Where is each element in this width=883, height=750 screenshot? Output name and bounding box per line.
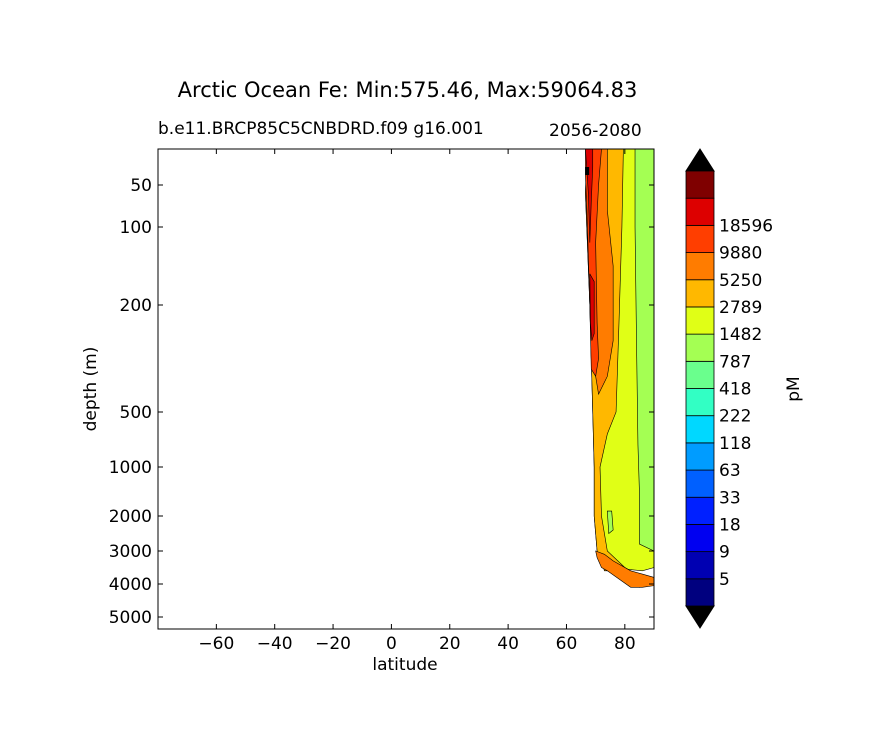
colorbar-tick-label: 33: [719, 488, 741, 508]
colorbar-swatch: [685, 279, 715, 308]
colorbar-tick-label: 9: [719, 543, 730, 563]
colorbar-swatch: [685, 360, 715, 389]
colorbar-swatch: [685, 551, 715, 580]
colorbar-swatch: [685, 197, 715, 226]
colorbar-swatch: [685, 388, 715, 417]
colorbar-swatch: [685, 496, 715, 525]
x-tick-label: 20: [439, 634, 461, 654]
colorbar-under-arrow: [685, 605, 715, 629]
colorbar-swatch: [685, 469, 715, 498]
colorbar-tick-label: 1482: [719, 325, 762, 345]
colorbar-tick-label: 118: [719, 434, 751, 454]
colorbar-label: pM: [784, 376, 804, 401]
y-tick-label: 3000: [109, 542, 152, 562]
x-axis-label: latitude: [372, 655, 437, 675]
y-tick-label: 100: [120, 218, 152, 238]
x-tick-label: −20: [315, 634, 351, 654]
colorbar-tick-label: 2789: [719, 298, 762, 318]
x-axis: −60 −40 −20 0 20 40 60 80: [198, 149, 636, 654]
colorbar-tick-label: 222: [719, 407, 751, 427]
y-tick-label: 200: [120, 296, 152, 316]
y-tick-label: 1000: [109, 458, 152, 478]
colorbar-swatch: [685, 578, 715, 607]
colorbar-tick-label: 18596: [719, 216, 773, 236]
colorbar-tick-label: 63: [719, 461, 741, 481]
colorbar-swatch: [685, 333, 715, 362]
y-axis: 50 100 200 500 1000 2000 3000 4000 5000: [109, 176, 654, 628]
colorbar-tick-label: 787: [719, 352, 751, 372]
colorbar-tick-label: 418: [719, 380, 751, 400]
y-axis-label: depth (m): [81, 347, 101, 432]
colorbar-tick-label: 5: [719, 570, 730, 590]
x-tick-label: 40: [497, 634, 519, 654]
colorbar-swatch: [685, 224, 715, 253]
x-tick-label: 60: [556, 634, 578, 654]
colorbar-swatch: [685, 524, 715, 553]
y-tick-label: 2000: [109, 507, 152, 527]
x-tick-label: 0: [386, 634, 397, 654]
contour-fill-over-range: [585, 167, 590, 175]
colorbar-swatch: [685, 442, 715, 471]
x-tick-label: −40: [257, 634, 293, 654]
colorbar-swatch: [685, 170, 715, 199]
contour-fill-787-patch: [606, 510, 614, 535]
x-tick-label: −60: [198, 634, 234, 654]
chart-subtitle-left: b.e11.BRCP85C5CNBDRD.f09 g16.001: [158, 119, 484, 139]
colorbar-swatch: [685, 415, 715, 444]
colorbar-tick-label: 5250: [719, 271, 762, 291]
plot-frame: [157, 148, 655, 630]
colorbar-tick-label: 18: [719, 515, 741, 535]
y-tick-label: 5000: [109, 608, 152, 628]
colorbar-swatch: [685, 306, 715, 335]
colorbar-tick-label: 9880: [719, 244, 762, 264]
colorbar-swatch: [685, 252, 715, 281]
y-tick-label: 50: [130, 176, 152, 196]
contour-fill-18596-b: [589, 273, 595, 341]
chart-subtitle-right: 2056-2080: [549, 121, 642, 141]
y-tick-label: 4000: [109, 575, 152, 595]
y-tick-label: 500: [120, 403, 152, 423]
colorbar-over-arrow: [685, 148, 715, 172]
x-tick-label: 80: [614, 634, 636, 654]
plot-area: [157, 148, 655, 630]
colorbar: 5 9 18 33 63 118 222 418 787 1482 2789 5250 9880 1859…: [685, 148, 773, 629]
chart-title: Arctic Ocean Fe: Min:575.46, Max:59064.8…: [177, 78, 638, 102]
